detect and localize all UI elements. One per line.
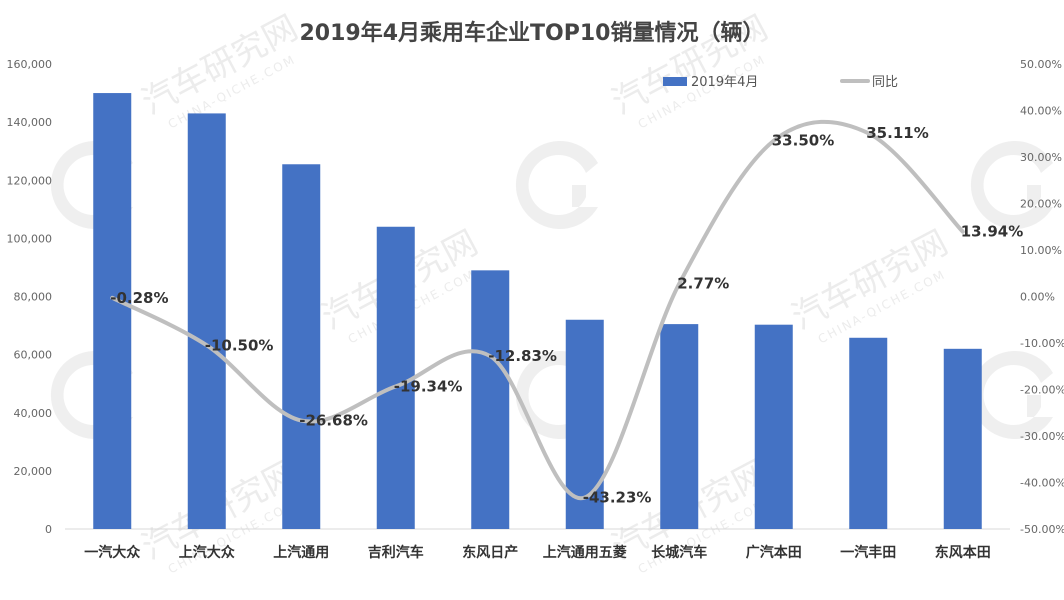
category-label: 上汽通用 (273, 544, 329, 561)
y-right-tick-label: 30.00% (1020, 151, 1062, 164)
watermark-logo-shape (970, 141, 1053, 229)
y-right-tick-label: -10.00% (1020, 337, 1064, 350)
y-right-tick-label: -20.00% (1020, 384, 1064, 397)
y-left-tick-label: 100,000 (7, 232, 53, 245)
bar-series (93, 93, 982, 529)
y-right-tick-label: -30.00% (1020, 430, 1064, 443)
y-right-tick-label: 20.00% (1020, 198, 1062, 211)
bar-1 (93, 93, 132, 529)
category-label: 一汽丰田 (840, 544, 896, 561)
yoy-data-label: -43.23% (583, 489, 652, 507)
y-left-tick-label: 0 (45, 523, 52, 536)
bar-8 (754, 324, 793, 529)
bar-2 (187, 113, 226, 529)
left-axis: 0 20,000 40,000 60,000 80,000 100,000 120,000 1… (7, 58, 53, 536)
category-label: 上汽大众 (179, 544, 235, 561)
bar-7 (660, 324, 699, 529)
y-left-tick-label: 60,000 (14, 349, 53, 362)
y-left-tick-label: 140,000 (7, 116, 53, 129)
watermark-logo-shape (970, 351, 1053, 439)
legend: 2019年4月 同比 (663, 75, 898, 90)
category-label: 吉利汽车 (368, 544, 424, 561)
right-axis: -50.00% -40.00% -30.00% -20.00% -10.00% 0.00%… (1020, 58, 1064, 536)
legend-label-bar: 2019年4月 (691, 75, 758, 90)
line-series (110, 119, 965, 501)
y-left-tick-label: 120,000 (7, 174, 53, 187)
bar-10 (943, 348, 982, 529)
y-right-tick-label: -40.00% (1020, 477, 1064, 490)
y-right-tick-label: 0.00% (1020, 291, 1055, 304)
watermark-logo-shape (515, 141, 598, 229)
y-right-tick-label: 40.00% (1020, 105, 1062, 118)
y-right-tick-label: -50.00% (1020, 523, 1064, 536)
yoy-data-label: 33.50% (772, 132, 834, 150)
yoy-data-label: -0.28% (110, 289, 168, 307)
category-label: 上汽通用五菱 (543, 544, 627, 561)
bar-3 (282, 164, 321, 529)
yoy-line (110, 119, 965, 501)
legend-swatch-bar (663, 77, 687, 86)
legend-label-line: 同比 (872, 75, 898, 90)
category-label: 广汽本田 (746, 544, 802, 561)
category-label: 一汽大众 (84, 544, 140, 561)
yoy-data-label: -26.68% (299, 412, 368, 430)
category-label: 长城汽车 (651, 544, 707, 561)
y-right-tick-label: 10.00% (1020, 244, 1062, 257)
yoy-data-label: 35.11% (866, 124, 928, 142)
yoy-data-label: 13.94% (961, 223, 1023, 241)
category-label: 东风日产 (462, 544, 518, 561)
yoy-data-label: -12.83% (488, 347, 557, 365)
bar-9 (849, 337, 888, 529)
bar-5 (471, 270, 510, 529)
category-labels: 一汽大众 上汽大众 上汽通用 吉利汽车 东风日产 上汽通用五菱 长城汽车 广汽本田 一汽丰田 东风… (84, 544, 991, 561)
yoy-data-label: 2.77% (677, 275, 729, 293)
y-left-tick-label: 160,000 (7, 58, 53, 71)
bar-4 (376, 226, 415, 529)
watermark-logo-icon (970, 351, 1053, 439)
y-left-tick-label: 40,000 (14, 407, 53, 420)
watermark-logo-icon (515, 141, 598, 229)
chart-title: 2019年4月乘用车企业TOP10销量情况（辆） (300, 20, 765, 46)
y-left-tick-label: 20,000 (14, 465, 53, 478)
yoy-data-label: -19.34% (394, 377, 463, 395)
y-right-tick-label: 50.00% (1020, 58, 1062, 71)
category-label: 东风本田 (935, 544, 991, 561)
y-left-tick-label: 80,000 (14, 291, 53, 304)
yoy-data-label: -10.50% (205, 336, 274, 354)
percent-labels: -0.28% -10.50% -26.68% -19.34% -12.83% -43.23… (110, 124, 1023, 506)
watermark-logo-icon (970, 141, 1053, 229)
